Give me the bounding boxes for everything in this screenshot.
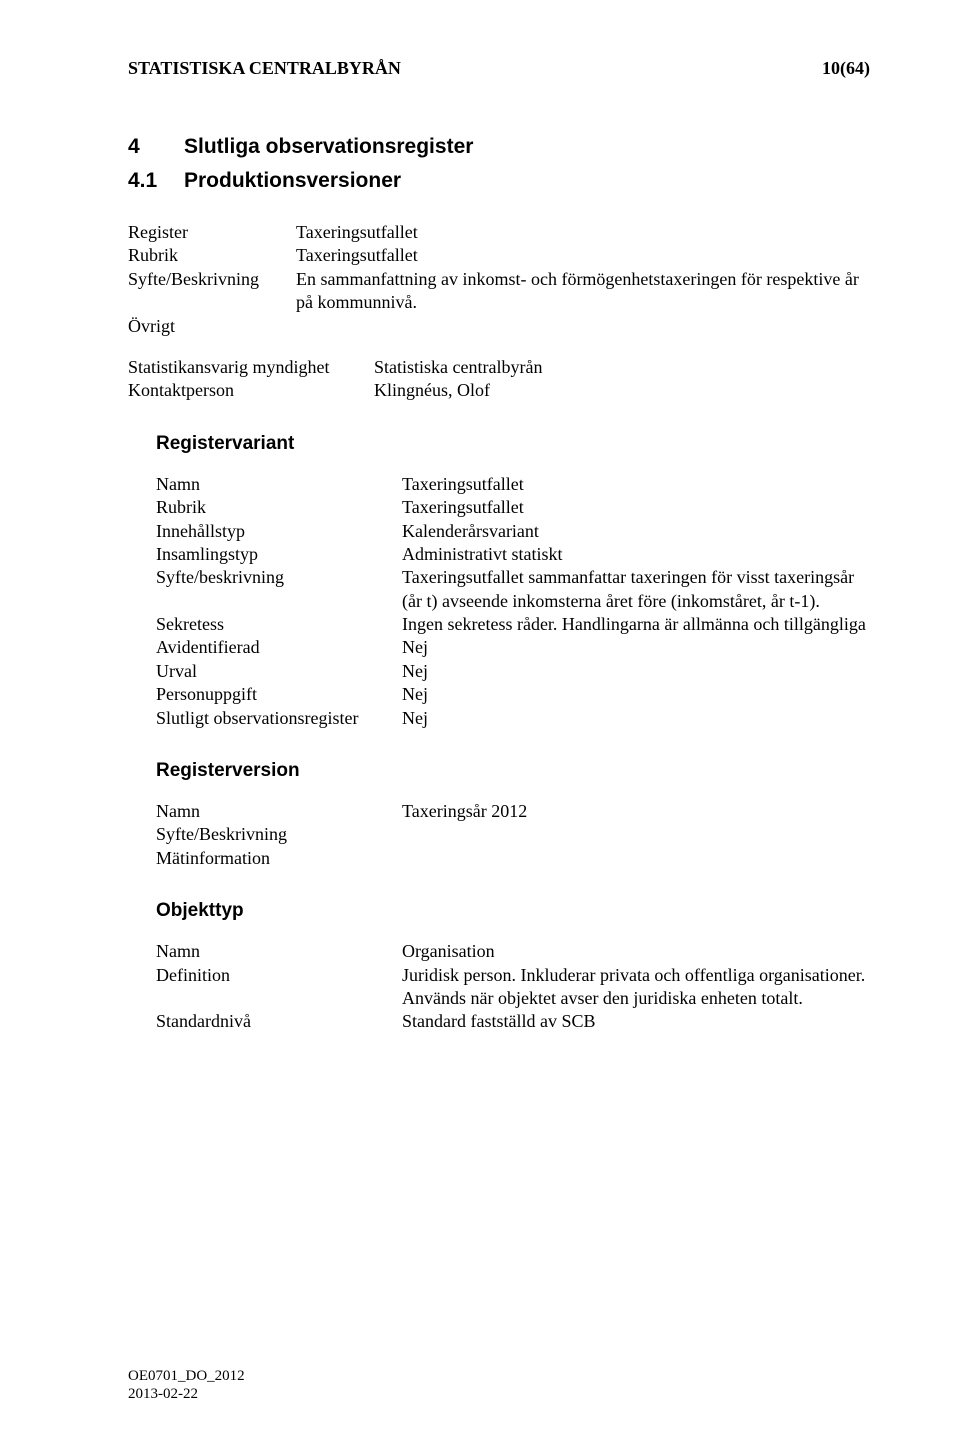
kv-row: Insamlingstyp Administrativt statiskt — [156, 543, 870, 566]
label-rubrik: Rubrik — [156, 496, 402, 519]
kv-row: Personuppgift Nej — [156, 683, 870, 706]
value-register: Taxeringsutfallet — [296, 221, 870, 244]
label-innehallstyp: Innehållstyp — [156, 520, 402, 543]
registervariant-heading: Registervariant — [156, 433, 870, 455]
label-sekretess: Sekretess — [156, 613, 402, 636]
label-matinformation: Mätinformation — [156, 847, 402, 870]
value-syftebeskrivning — [402, 823, 870, 846]
section-4-heading: 4 Slutliga observationsregister — [128, 135, 870, 159]
label-standardniva: Standardnivå — [156, 1010, 402, 1033]
registerversion-heading: Registerversion — [156, 760, 870, 782]
value-syfte: En sammanfattning av inkomst- och förmög… — [296, 268, 870, 315]
label-namn: Namn — [156, 473, 402, 496]
section-4-title: Slutliga observationsregister — [184, 135, 473, 159]
value-namn: Taxeringsår 2012 — [402, 800, 870, 823]
kv-row: Rubrik Taxeringsutfallet — [156, 496, 870, 519]
label-syftebeskrivning: Syfte/Beskrivning — [156, 823, 402, 846]
value-insamlingstyp: Administrativt statiskt — [402, 543, 870, 566]
page: STATISTISKA CENTRALBYRÅN 10(64) 4 Slutli… — [0, 0, 960, 1456]
kv-row: Mätinformation — [156, 847, 870, 870]
value-ovrigt — [296, 315, 870, 338]
kv-row: Innehållstyp Kalenderårsvariant — [156, 520, 870, 543]
kv-row: Rubrik Taxeringsutfallet — [128, 244, 870, 267]
label-insamlingstyp: Insamlingstyp — [156, 543, 402, 566]
section-4-number: 4 — [128, 135, 184, 159]
label-slutligt-observationsregister: Slutligt observationsregister — [156, 707, 402, 730]
footer-code: OE0701_DO_2012 — [128, 1367, 245, 1386]
kv-row: Syfte/Beskrivning En sammanfattning av i… — [128, 268, 870, 315]
value-innehallstyp: Kalenderårsvariant — [402, 520, 870, 543]
page-footer: OE0701_DO_2012 2013-02-22 — [128, 1367, 245, 1405]
value-sekretess: Ingen sekretess råder. Handlingarna är a… — [402, 613, 870, 636]
value-namn: Taxeringsutfallet — [402, 473, 870, 496]
value-namn: Organisation — [402, 940, 870, 963]
value-statansvarig: Statistiska centralbyrån — [374, 356, 870, 379]
value-rubrik: Taxeringsutfallet — [402, 496, 870, 519]
label-statansvarig: Statistikansvarig myndighet — [128, 356, 374, 379]
registervariant-block: Namn Taxeringsutfallet Rubrik Taxeringsu… — [156, 473, 870, 730]
label-ovrigt: Övrigt — [128, 315, 296, 338]
value-syftebeskrivning: Taxeringsutfallet sammanfattar taxeringe… — [402, 566, 870, 613]
label-rubrik: Rubrik — [128, 244, 296, 267]
value-personuppgift: Nej — [402, 683, 870, 706]
label-namn: Namn — [156, 800, 402, 823]
header-org: STATISTISKA CENTRALBYRÅN — [128, 58, 401, 79]
objekttyp-heading: Objekttyp — [156, 900, 870, 922]
kv-row: Sekretess Ingen sekretess råder. Handlin… — [156, 613, 870, 636]
label-register: Register — [128, 221, 296, 244]
label-namn: Namn — [156, 940, 402, 963]
page-header: STATISTISKA CENTRALBYRÅN 10(64) — [128, 58, 870, 79]
kv-row: Standardnivå Standard fastställd av SCB — [156, 1010, 870, 1033]
register-block: Register Taxeringsutfallet Rubrik Taxeri… — [128, 221, 870, 338]
label-urval: Urval — [156, 660, 402, 683]
kv-row: Namn Taxeringsutfallet — [156, 473, 870, 496]
stat-block: Statistikansvarig myndighet Statistiska … — [128, 356, 870, 403]
kv-row: Kontaktperson Klingnéus, Olof — [128, 379, 870, 402]
label-personuppgift: Personuppgift — [156, 683, 402, 706]
kv-row: Statistikansvarig myndighet Statistiska … — [128, 356, 870, 379]
value-slutligt-observationsregister: Nej — [402, 707, 870, 730]
kv-row: Slutligt observationsregister Nej — [156, 707, 870, 730]
label-syftebeskrivning: Syfte/beskrivning — [156, 566, 402, 613]
registerversion-block: Namn Taxeringsår 2012 Syfte/Beskrivning … — [156, 800, 870, 870]
label-avidentifierad: Avidentifierad — [156, 636, 402, 659]
header-page-number: 10(64) — [822, 58, 870, 79]
label-syfte: Syfte/Beskrivning — [128, 268, 296, 315]
value-urval: Nej — [402, 660, 870, 683]
kv-row: Syfte/beskrivning Taxeringsutfallet samm… — [156, 566, 870, 613]
footer-date: 2013-02-22 — [128, 1385, 245, 1404]
kv-row: Namn Organisation — [156, 940, 870, 963]
value-kontaktperson: Klingnéus, Olof — [374, 379, 870, 402]
section-4-1-title: Produktionsversioner — [184, 169, 401, 193]
kv-row: Definition Juridisk person. Inkluderar p… — [156, 964, 870, 1011]
value-standardniva: Standard fastställd av SCB — [402, 1010, 870, 1033]
kv-row: Övrigt — [128, 315, 870, 338]
value-definition: Juridisk person. Inkluderar privata och … — [402, 964, 870, 1011]
objekttyp-block: Namn Organisation Definition Juridisk pe… — [156, 940, 870, 1034]
label-kontaktperson: Kontaktperson — [128, 379, 374, 402]
kv-row: Avidentifierad Nej — [156, 636, 870, 659]
value-avidentifierad: Nej — [402, 636, 870, 659]
section-4-1-heading: 4.1 Produktionsversioner — [128, 169, 870, 193]
kv-row: Namn Taxeringsår 2012 — [156, 800, 870, 823]
section-4-1-number: 4.1 — [128, 169, 184, 193]
label-definition: Definition — [156, 964, 402, 1011]
value-rubrik: Taxeringsutfallet — [296, 244, 870, 267]
kv-row: Register Taxeringsutfallet — [128, 221, 870, 244]
value-matinformation — [402, 847, 870, 870]
kv-row: Urval Nej — [156, 660, 870, 683]
kv-row: Syfte/Beskrivning — [156, 823, 870, 846]
